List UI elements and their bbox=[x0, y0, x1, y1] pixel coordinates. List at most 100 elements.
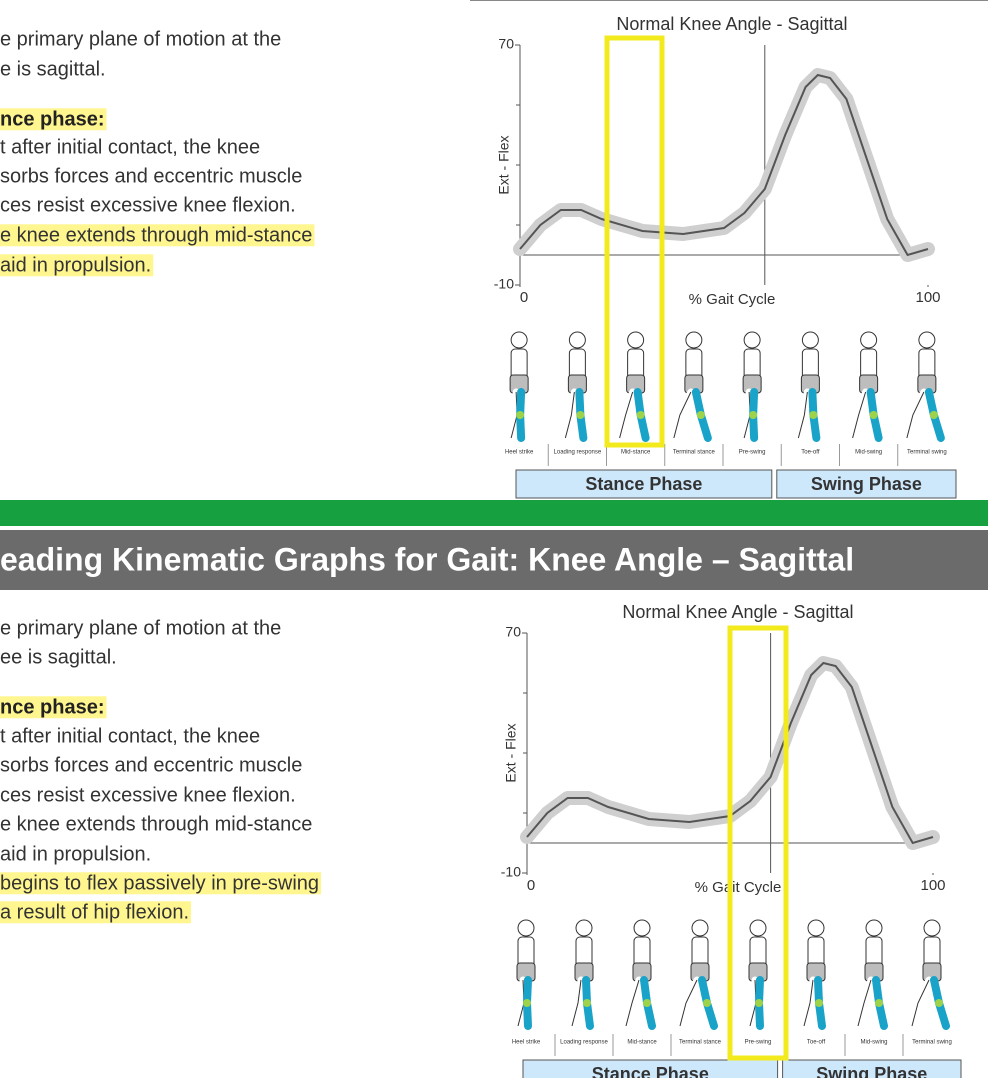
gait-figure bbox=[858, 920, 884, 1026]
body-text: ces resist excessive knee flexion. bbox=[0, 194, 296, 216]
figure-back-leg-outline bbox=[858, 980, 871, 1026]
event-label: Terminal swing bbox=[907, 450, 947, 456]
event-label: Terminal stance bbox=[673, 450, 716, 456]
gait-figure bbox=[798, 332, 819, 438]
figure-back-leg bbox=[674, 392, 691, 438]
event-label: Mid-swing bbox=[855, 450, 882, 456]
green-band bbox=[0, 500, 988, 526]
figure-knee bbox=[643, 999, 651, 1007]
figure-back-leg bbox=[912, 980, 929, 1026]
figure-head bbox=[628, 332, 644, 348]
figure-head bbox=[866, 920, 882, 936]
body-text: a result of hip flexion. bbox=[0, 901, 189, 923]
body-text: e knee extends through mid-stance bbox=[0, 813, 312, 835]
figure-knee bbox=[583, 999, 591, 1007]
figure-knee bbox=[576, 411, 584, 419]
body-text: ee is sagittal. bbox=[0, 646, 117, 668]
x-tick-label: 0 bbox=[527, 877, 535, 894]
phase-label: Swing Phase bbox=[811, 474, 922, 494]
figure-knee bbox=[935, 999, 943, 1007]
figure-knee bbox=[516, 411, 524, 419]
figure-head bbox=[511, 332, 527, 348]
figure-knee bbox=[755, 999, 763, 1007]
body-text: begins to flex passively in pre-swing bbox=[0, 872, 319, 894]
event-label: Mid-swing bbox=[860, 1040, 887, 1046]
body-text: t after initial contact, the knee bbox=[0, 136, 260, 158]
phase-label: Swing Phase bbox=[816, 1064, 927, 1078]
figure-knee bbox=[870, 411, 878, 419]
figure-knee bbox=[875, 999, 883, 1007]
y-axis-label: Ext - Flex bbox=[496, 135, 512, 194]
figure-knee bbox=[703, 999, 711, 1007]
body-text: t after initial contact, the knee bbox=[0, 725, 260, 747]
body-text: nce phase: bbox=[0, 696, 104, 718]
gait-figure bbox=[565, 332, 586, 438]
x-axis-label: % Gait Cycle bbox=[695, 879, 782, 896]
event-label: Mid-stance bbox=[621, 450, 651, 456]
event-label: Terminal swing bbox=[912, 1040, 952, 1046]
x-tick-label: 0 bbox=[520, 289, 528, 306]
y-tick-label: 70 bbox=[498, 36, 514, 52]
figure-back-leg-outline bbox=[626, 980, 639, 1026]
gait-figure bbox=[674, 332, 708, 438]
event-label: Loading response bbox=[560, 1040, 608, 1046]
event-label: Terminal stance bbox=[679, 1040, 722, 1046]
gait-figure bbox=[510, 332, 528, 438]
figure-head bbox=[924, 920, 940, 936]
figure-knee bbox=[815, 999, 823, 1007]
figure-head bbox=[750, 920, 766, 936]
body-text: e is sagittal. bbox=[0, 58, 106, 80]
y-axis-label: Ext - Flex bbox=[503, 723, 519, 782]
figure-head bbox=[692, 920, 708, 936]
body-text: aid in propulsion. bbox=[0, 254, 151, 276]
figure-head bbox=[569, 332, 585, 348]
event-label: Toe-off bbox=[807, 1040, 826, 1046]
body-text: e primary plane of motion at the bbox=[0, 617, 281, 639]
body-text: sorbs forces and eccentric muscle bbox=[0, 165, 302, 187]
x-axis-label: % Gait Cycle bbox=[689, 291, 776, 308]
figure-knee bbox=[697, 411, 705, 419]
gait-figure bbox=[517, 920, 535, 1026]
body-text: e knee extends through mid-stance bbox=[0, 224, 312, 246]
figure-head bbox=[576, 920, 592, 936]
slide-title: eading Kinematic Graphs for Gait: Knee A… bbox=[0, 541, 854, 577]
y-tick-label: 70 bbox=[505, 624, 521, 640]
figure-back-leg-outline bbox=[853, 392, 866, 438]
event-label: Heel strike bbox=[505, 450, 534, 456]
chart-title: Normal Knee Angle - Sagittal bbox=[616, 14, 847, 34]
gait-figure bbox=[626, 920, 652, 1026]
event-label: Mid-stance bbox=[627, 1040, 657, 1046]
page: eading Kinematic Graphs for Gait: Knee A… bbox=[0, 0, 988, 1078]
figure-head bbox=[518, 920, 534, 936]
event-label: Pre-swing bbox=[739, 450, 766, 456]
x-tick-label: 100 bbox=[915, 289, 940, 306]
gait-figure bbox=[907, 332, 941, 438]
figure-knee bbox=[930, 411, 938, 419]
gait-figure bbox=[912, 920, 946, 1026]
phase-label: Stance Phase bbox=[592, 1064, 709, 1078]
figure-head bbox=[808, 920, 824, 936]
gait-figure bbox=[743, 332, 761, 438]
figure-head bbox=[861, 332, 877, 348]
figure-head bbox=[919, 332, 935, 348]
y-tick-label: -10 bbox=[494, 276, 514, 292]
gait-figure bbox=[853, 332, 879, 438]
gait-figure bbox=[620, 332, 646, 438]
body-text: sorbs forces and eccentric muscle bbox=[0, 754, 302, 776]
body-text: e primary plane of motion at the bbox=[0, 28, 281, 50]
gait-figure bbox=[572, 920, 593, 1026]
gait-figure bbox=[680, 920, 714, 1026]
figure-back-leg-outline bbox=[620, 392, 633, 438]
phase-label: Stance Phase bbox=[585, 474, 702, 494]
body-text: aid in propulsion. bbox=[0, 843, 151, 865]
figure-back-leg bbox=[680, 980, 697, 1026]
figure-head bbox=[686, 332, 702, 348]
figure-head bbox=[744, 332, 760, 348]
body-text: nce phase: bbox=[0, 108, 104, 130]
figure-knee bbox=[637, 411, 645, 419]
figure-head bbox=[634, 920, 650, 936]
event-label: Heel strike bbox=[512, 1040, 541, 1046]
figure-head bbox=[802, 332, 818, 348]
y-tick-label: -10 bbox=[501, 864, 521, 880]
gait-figure bbox=[804, 920, 825, 1026]
